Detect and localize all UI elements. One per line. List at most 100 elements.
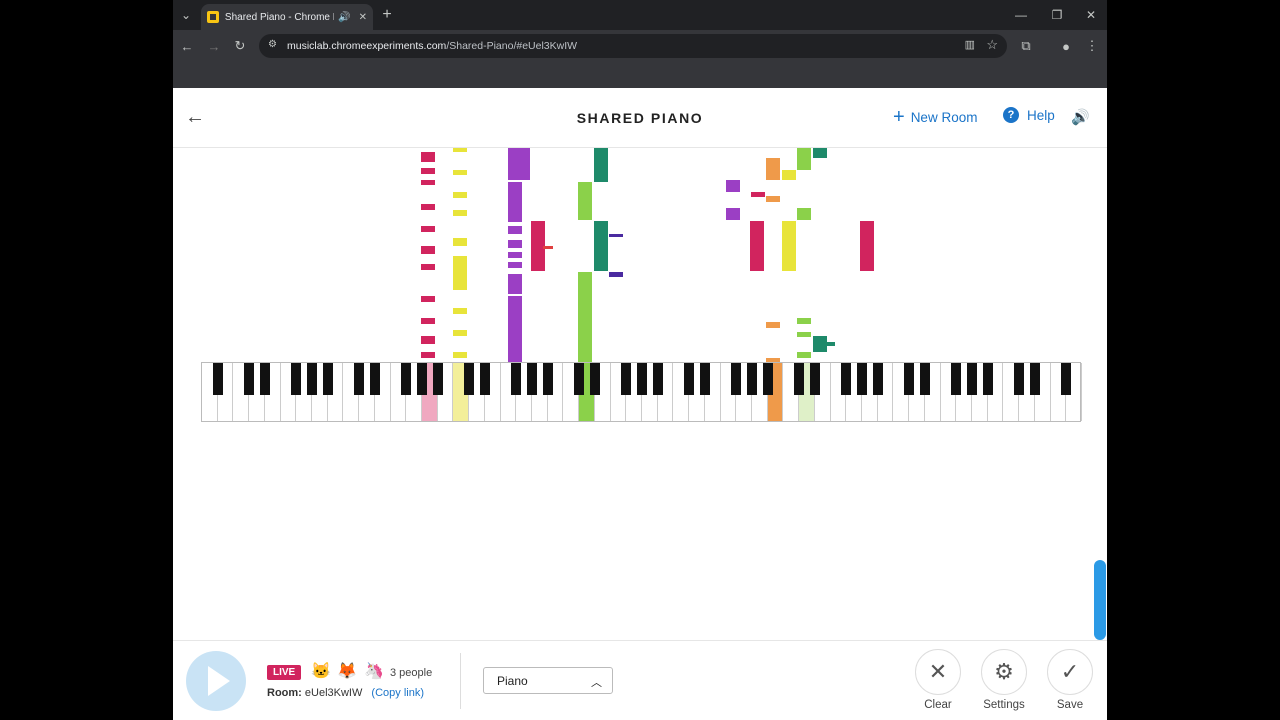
note-trail — [766, 196, 780, 202]
restore-button[interactable]: ❐ — [1051, 8, 1063, 22]
black-key[interactable] — [542, 363, 553, 395]
divider — [460, 653, 461, 709]
new-room-button[interactable]: + New Room — [893, 107, 977, 127]
black-key[interactable] — [951, 363, 962, 395]
note-trail — [453, 352, 467, 358]
white-key[interactable] — [705, 363, 721, 421]
site-info-icon[interactable]: ⚙ — [268, 39, 277, 50]
black-key[interactable] — [856, 363, 868, 395]
black-key[interactable] — [966, 363, 978, 395]
clear-button[interactable]: ✕ Clear — [915, 649, 961, 711]
white-key[interactable] — [1066, 363, 1082, 421]
black-key[interactable] — [809, 363, 820, 395]
black-key[interactable] — [794, 363, 805, 395]
favicon-icon — [207, 11, 219, 23]
back-icon[interactable]: ← — [180, 38, 194, 54]
black-key[interactable] — [621, 363, 632, 395]
black-key[interactable] — [699, 363, 710, 395]
black-key[interactable] — [574, 363, 585, 395]
instrument-select[interactable]: Piano ︿ — [483, 667, 613, 694]
white-key[interactable] — [375, 363, 391, 421]
copy-link[interactable]: (Copy link) — [371, 687, 424, 699]
black-key[interactable] — [841, 363, 852, 395]
black-key[interactable] — [1029, 363, 1040, 395]
reload-icon[interactable]: ↻ — [234, 38, 246, 53]
white-key[interactable] — [265, 363, 281, 421]
black-key[interactable] — [636, 363, 648, 395]
black-key[interactable] — [982, 363, 993, 395]
black-key[interactable] — [762, 363, 773, 395]
black-key[interactable] — [464, 363, 475, 395]
url-text: musiclab.chromeexperiments.com/Shared-Pi… — [287, 40, 577, 52]
reader-mode-icon[interactable]: ▥ — [964, 39, 975, 51]
white-key[interactable] — [878, 363, 894, 421]
footer-bar: LIVE 🐱 🦊 🦄 3 people Room: eUel3KwIW (Cop… — [173, 640, 1107, 720]
tab-search-icon[interactable]: ⌄ — [180, 8, 192, 22]
white-key[interactable] — [815, 363, 831, 421]
white-key[interactable] — [328, 363, 344, 421]
note-trail — [797, 318, 811, 324]
bookmark-star-icon[interactable]: ☆ — [986, 37, 998, 52]
minimize-button[interactable]: — — [1015, 8, 1027, 22]
note-trail — [453, 262, 467, 290]
black-key[interactable] — [354, 363, 365, 395]
black-key[interactable] — [401, 363, 412, 395]
white-key[interactable] — [1035, 363, 1051, 421]
black-key[interactable] — [684, 363, 695, 395]
settings-button[interactable]: ⚙ Settings — [981, 649, 1027, 711]
black-key[interactable] — [589, 363, 600, 395]
forward-icon[interactable]: → — [207, 38, 221, 54]
note-trail — [860, 221, 874, 271]
note-trail — [421, 168, 435, 174]
white-key[interactable] — [218, 363, 234, 421]
profile-icon[interactable]: ● — [1062, 38, 1070, 54]
close-window-button[interactable]: ✕ — [1085, 8, 1097, 22]
address-bar[interactable]: ⚙ musiclab.chromeexperiments.com/Shared-… — [259, 34, 1007, 58]
black-key[interactable] — [322, 363, 333, 395]
white-key[interactable] — [658, 363, 674, 421]
black-key[interactable] — [432, 363, 443, 395]
menu-icon[interactable]: ⋮ — [1085, 38, 1099, 53]
help-button[interactable]: ? Help — [1003, 107, 1055, 123]
new-tab-button[interactable]: + — [382, 6, 392, 23]
black-key[interactable] — [919, 363, 930, 395]
scrollbar-thumb[interactable] — [1094, 560, 1106, 640]
black-key[interactable] — [1014, 363, 1025, 395]
white-key[interactable] — [485, 363, 501, 421]
black-key[interactable] — [746, 363, 758, 395]
note-trail — [813, 336, 827, 352]
arrow-left-icon[interactable]: ← — [185, 106, 205, 128]
black-key[interactable] — [479, 363, 490, 395]
white-key[interactable] — [595, 363, 611, 421]
black-key[interactable] — [369, 363, 380, 395]
white-key[interactable] — [925, 363, 941, 421]
note-trail — [453, 192, 467, 198]
note-trail — [421, 204, 435, 210]
browser-tab[interactable]: Shared Piano - Chrome Mu 🔊 ✕ — [201, 4, 373, 30]
extensions-icon[interactable]: ⧉ — [1021, 38, 1031, 53]
tab-close-icon[interactable]: ✕ — [358, 11, 367, 23]
black-key[interactable] — [872, 363, 883, 395]
white-key[interactable] — [548, 363, 564, 421]
black-key[interactable] — [904, 363, 915, 395]
black-key[interactable] — [526, 363, 538, 395]
black-key[interactable] — [652, 363, 663, 395]
black-key[interactable] — [291, 363, 302, 395]
black-key[interactable] — [511, 363, 522, 395]
black-key[interactable] — [731, 363, 742, 395]
white-key[interactable] — [438, 363, 454, 421]
piano-keyboard[interactable] — [201, 362, 1082, 422]
black-key[interactable] — [259, 363, 270, 395]
save-button[interactable]: ✓ Save — [1047, 649, 1093, 711]
black-key[interactable] — [1061, 363, 1072, 395]
piano-stage[interactable] — [173, 148, 1107, 640]
black-key[interactable] — [212, 363, 223, 395]
black-key[interactable] — [416, 363, 428, 395]
speaker-icon[interactable]: 🔊 — [1071, 109, 1090, 126]
x-icon: ✕ — [915, 649, 961, 695]
white-key[interactable] — [988, 363, 1004, 421]
play-icon[interactable] — [186, 651, 246, 711]
black-key[interactable] — [244, 363, 255, 395]
black-key[interactable] — [306, 363, 318, 395]
note-trail — [726, 180, 740, 192]
